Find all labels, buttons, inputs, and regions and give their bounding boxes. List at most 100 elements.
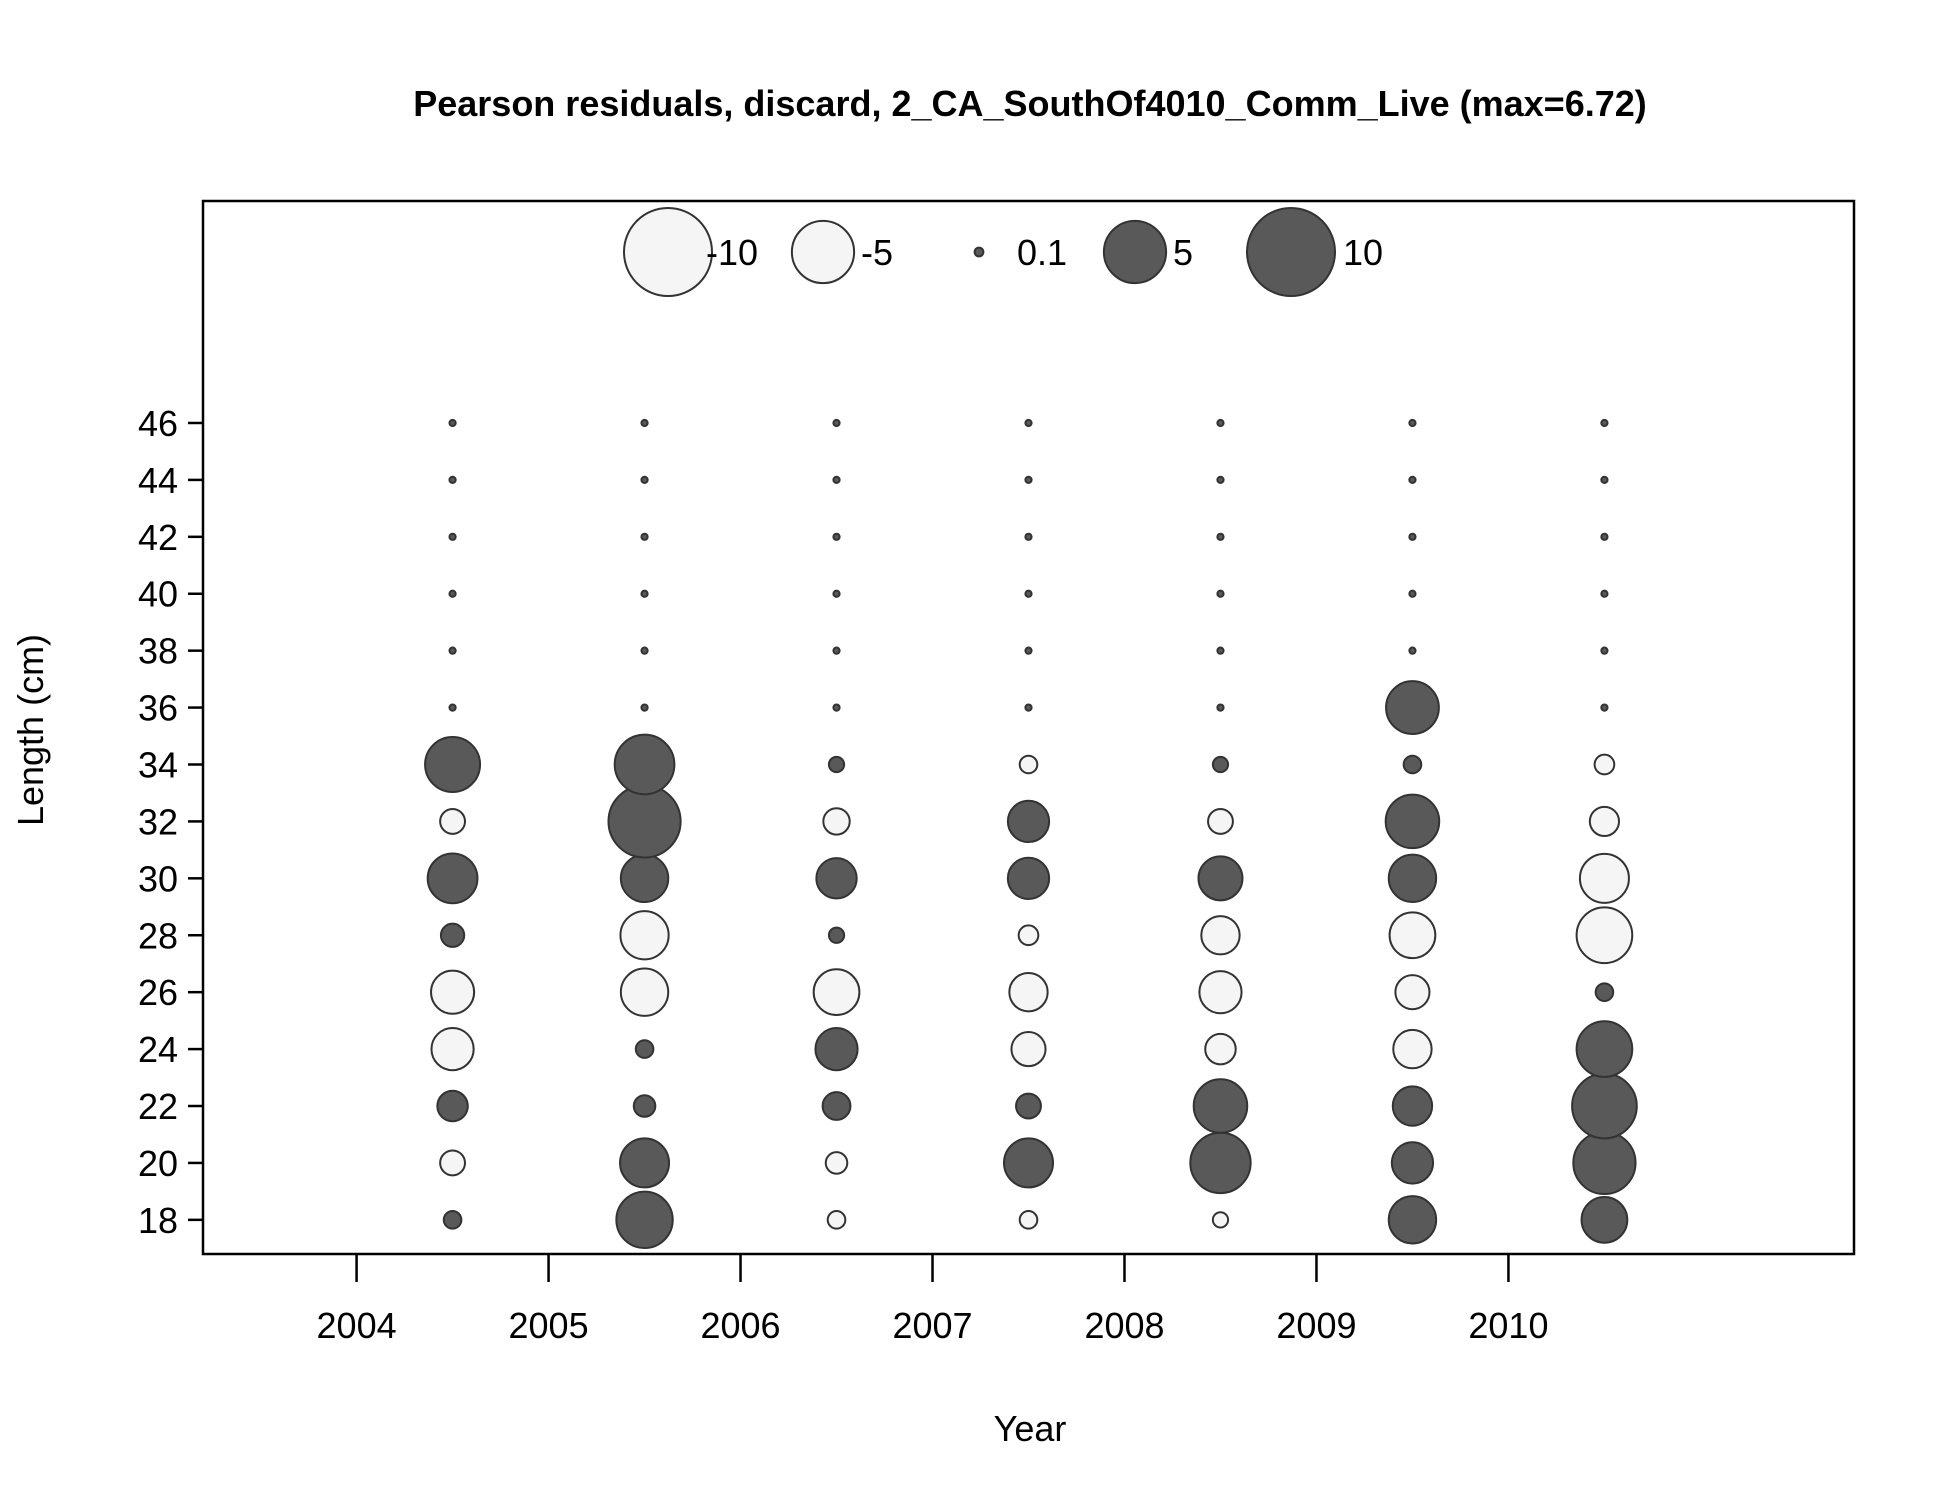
residual-bubble [1017,924,1040,947]
residual-bubble [1211,755,1230,774]
residual-bubble [1207,807,1234,835]
residual-bubble [1006,799,1051,844]
residual-bubble [1024,418,1033,428]
residual-bubble [442,1210,463,1230]
y-tick-label: 46 [138,403,178,444]
residual-bubble [615,1190,674,1250]
residual-bubble [1192,1078,1249,1134]
residual-bubble [1015,1092,1042,1120]
legend-label: 10 [1343,232,1383,273]
residual-bubble [1006,856,1051,900]
residual-bubble [1216,589,1225,598]
residual-bubble [1384,793,1441,850]
legend-bubble [1102,219,1168,285]
residual-bubble [607,784,682,859]
residual-bubble [439,1149,467,1177]
residual-bubble [1588,805,1621,838]
residual-bubble [1216,703,1225,712]
y-tick-label: 40 [138,574,178,615]
residual-bubble [832,646,841,655]
residual-bubble [1008,971,1049,1013]
residual-bubble [1408,532,1417,541]
residual-bubble [832,589,841,598]
residual-bubble [1580,1195,1629,1244]
residual-bubble [1211,1211,1230,1229]
residual-bubble [448,532,457,541]
residual-bubble [1216,418,1225,428]
residual-bubble [640,589,649,598]
residual-bubble [1571,1072,1638,1140]
residual-bubble [640,646,649,655]
y-tick-label: 24 [138,1029,178,1070]
x-axis-label: Year [994,1408,1067,1449]
residual-bubble [1216,646,1225,655]
residual-bubble [1408,475,1417,485]
y-axis-label: Length (cm) [10,634,51,826]
residual-bubble [1391,1085,1434,1127]
residual-bubble [824,1151,849,1175]
residual-bubble [832,418,841,428]
residual-bubble [827,755,846,774]
residual-bubble [1600,532,1609,541]
residual-bubble [1216,532,1225,541]
residual-bubble [827,926,846,944]
residual-bubble [619,853,670,904]
residual-bubble [640,475,649,485]
residual-bubble [1594,982,1615,1002]
bubbles [424,418,1638,1250]
residual-bubble [632,1094,657,1118]
y-tick-label: 22 [138,1086,178,1127]
legend-bubble [790,219,856,285]
residual-bubble [815,857,858,900]
y-tick-label: 28 [138,915,178,956]
residual-bubble [814,1026,859,1072]
legend-label: -10 [706,232,758,273]
x-tick-label: 2010 [1468,1305,1548,1346]
y-tick-label: 34 [138,744,178,785]
x-tick-label: 2004 [317,1305,397,1346]
residual-bubble [448,475,457,485]
residual-bubble [832,475,841,485]
y-tick-label: 36 [138,688,178,729]
residual-bubble [613,733,676,796]
x-tick-label: 2008 [1084,1305,1164,1346]
y-tick-label: 18 [138,1200,178,1241]
residual-bubble [1003,1137,1054,1189]
x-tick-label: 2007 [892,1305,972,1346]
residual-bubble [439,922,466,948]
legend-bubble [973,246,985,258]
y-tick-label: 44 [138,460,178,501]
y-tick-label: 38 [138,631,178,672]
residual-bubble [1593,753,1616,776]
residual-bubble [832,703,841,712]
residual-bubble [822,807,851,836]
residual-bubble [1600,703,1609,712]
residual-bubble [1018,754,1039,775]
residual-bubble [640,418,649,428]
residual-bubble [448,646,457,655]
residual-bubble [1385,680,1440,735]
residual-bubble [1024,589,1033,598]
legend-label: -5 [861,232,893,273]
residual-bubble [1392,1028,1433,1070]
residual-bubble [1200,915,1241,956]
residual-bubble [426,852,479,905]
x-axis: 2004 2005 2006 2007 2008 2009 2010 [317,1254,1548,1346]
residual-bubble [1408,418,1417,428]
residual-bubble [640,532,649,541]
residual-bubble [1387,853,1438,904]
residual-bubble [1216,475,1225,485]
chart-title: Pearson residuals, discard, 2_CA_SouthOf… [413,83,1647,124]
legend-bubble [1246,207,1336,297]
residual-bubble [634,1039,655,1059]
residual-bubble [1024,646,1033,655]
x-tick-label: 2006 [700,1305,780,1346]
y-tick-label: 30 [138,858,178,899]
y-tick-label: 32 [138,801,178,842]
plot-frame [201,199,1856,1256]
residual-bubble [1408,646,1417,655]
residual-bubble [619,910,670,961]
residual-bubble [640,703,649,712]
residual-bubble [448,418,457,428]
